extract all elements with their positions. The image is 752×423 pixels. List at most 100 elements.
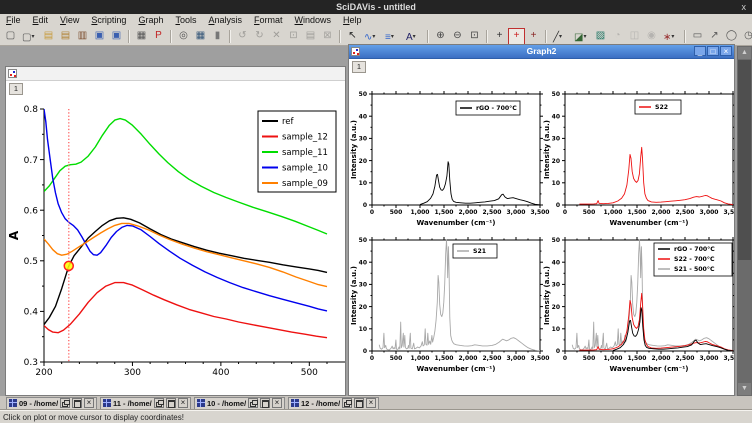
- svg-text:1,000: 1,000: [604, 209, 623, 216]
- graph2-minimize-icon[interactable]: _: [694, 46, 706, 56]
- minimized-window[interactable]: 12 - /home/...×: [288, 397, 379, 410]
- add-arrow-icon[interactable]: ↗: [706, 28, 723, 45]
- save-project-icon[interactable]: ▣: [91, 28, 108, 45]
- scroll-down-icon[interactable]: ▼: [738, 383, 751, 395]
- workspace-vertical-scrollbar[interactable]: ▲ ▼: [737, 46, 752, 396]
- zoom-out-icon[interactable]: ⊖: [449, 28, 466, 45]
- menu-tools[interactable]: Tools: [169, 14, 202, 27]
- restore-icon[interactable]: [154, 398, 164, 408]
- maximize-icon[interactable]: [354, 398, 364, 408]
- svg-text:0: 0: [363, 202, 367, 209]
- svg-text:0: 0: [370, 355, 374, 362]
- restore-icon[interactable]: [60, 398, 70, 408]
- svg-text:3,000: 3,000: [507, 209, 526, 216]
- menu-analysis[interactable]: Analysis: [202, 14, 248, 27]
- data-reader-icon[interactable]: +: [508, 28, 525, 45]
- draw-line-dropdown-icon[interactable]: ╱▾: [550, 29, 571, 44]
- menu-file[interactable]: File: [0, 14, 27, 27]
- svg-text:0: 0: [563, 209, 567, 216]
- menu-view[interactable]: View: [54, 14, 85, 27]
- graph2-window-icon: [351, 47, 360, 56]
- raman-plots-canvas[interactable]: 05001,0001,5002,0002,5003,0003,500010203…: [349, 58, 734, 396]
- app-titlebar: SciDAVis - untitled x: [0, 0, 752, 14]
- find-window-icon[interactable]: ◎: [175, 28, 192, 45]
- graph2-maximize-icon[interactable]: □: [707, 46, 719, 56]
- svg-text:3,500: 3,500: [724, 355, 734, 362]
- graph2-window-controls: _□×: [694, 46, 732, 56]
- import-ascii-icon[interactable]: ▥: [74, 28, 91, 45]
- plot-colormap-dropdown-icon[interactable]: ◪▾: [571, 29, 592, 44]
- scroll-up-icon[interactable]: ▲: [738, 47, 751, 59]
- redo-icon: ↻: [251, 28, 268, 45]
- maximize-icon[interactable]: [260, 398, 270, 408]
- open-project-icon[interactable]: ▤: [40, 28, 57, 45]
- menu-format[interactable]: Format: [248, 14, 289, 27]
- plot-window-icon: [9, 399, 17, 407]
- svg-text:20: 20: [359, 304, 367, 311]
- uvvis-plot-canvas[interactable]: 2003004005000.30.40.50.60.70.8Arefsample…: [6, 80, 345, 396]
- close-icon[interactable]: ×: [366, 398, 376, 408]
- svg-text:20: 20: [552, 158, 560, 165]
- minimized-window[interactable]: 11 - /home/...×: [100, 397, 191, 410]
- menu-graph[interactable]: Graph: [132, 14, 169, 27]
- graph2-close-icon[interactable]: ×: [720, 46, 732, 56]
- lock-toolbars-icon[interactable]: ▮: [209, 28, 226, 45]
- menubar: FileEditViewScriptingGraphToolsAnalysisF…: [0, 14, 752, 27]
- new-legend-icon[interactable]: ▭: [689, 28, 706, 45]
- new-aspect-dropdown-icon[interactable]: ▢▾: [19, 29, 40, 44]
- svg-text:S22 - 700°C: S22 - 700°C: [674, 255, 715, 263]
- svg-text:10: 10: [552, 326, 560, 333]
- maximize-icon[interactable]: [72, 398, 82, 408]
- svg-text:10: 10: [552, 180, 560, 187]
- close-icon[interactable]: ×: [84, 398, 94, 408]
- svg-text:S22: S22: [655, 104, 668, 111]
- select-cursor-icon[interactable]: +: [491, 28, 508, 45]
- add-ellipse-icon[interactable]: ◯: [723, 28, 740, 45]
- save-template-icon[interactable]: ▣: [108, 28, 125, 45]
- menu-help[interactable]: Help: [337, 14, 368, 27]
- minimized-window[interactable]: 09 - /home/...×: [6, 397, 97, 410]
- add-image-icon[interactable]: ▨: [592, 28, 609, 45]
- minimized-window[interactable]: 10 - /home/...×: [194, 397, 285, 410]
- scrollbar-thumb[interactable]: [738, 60, 751, 260]
- menu-windows[interactable]: Windows: [289, 14, 338, 27]
- export-pdf-icon[interactable]: P: [150, 28, 167, 45]
- open-template-icon[interactable]: ▤: [57, 28, 74, 45]
- restore-icon[interactable]: [342, 398, 352, 408]
- plot-window-icon: [291, 399, 299, 407]
- select-data-range-icon[interactable]: +: [525, 28, 542, 45]
- svg-text:50: 50: [552, 91, 560, 98]
- app-close-icon[interactable]: x: [742, 0, 747, 14]
- svg-text:1,500: 1,500: [628, 355, 647, 362]
- print-icon[interactable]: ▦: [133, 28, 150, 45]
- add-text-dropdown-icon[interactable]: A▾: [403, 29, 424, 44]
- close-icon[interactable]: ×: [178, 398, 188, 408]
- new-project-icon[interactable]: ▢: [2, 28, 19, 45]
- uvvis-window-titlebar[interactable]: [6, 67, 345, 81]
- svg-text:40: 40: [552, 113, 560, 120]
- zoom-in-icon[interactable]: ⊕: [432, 28, 449, 45]
- add-timestamp-icon[interactable]: ◷: [740, 28, 752, 45]
- project-explorer-icon[interactable]: ▦: [192, 28, 209, 45]
- plot-statistics-dropdown-icon[interactable]: ≡▾: [382, 29, 403, 44]
- copy-icon: ⊡: [285, 28, 302, 45]
- menu-edit[interactable]: Edit: [27, 14, 55, 27]
- pointer-icon[interactable]: ↖: [344, 28, 361, 45]
- svg-text:0.6: 0.6: [24, 206, 39, 216]
- svg-text:Intensity (a.u.): Intensity (a.u.): [543, 266, 551, 325]
- svg-text:0: 0: [370, 209, 374, 216]
- maximize-icon[interactable]: [166, 398, 176, 408]
- svg-text:0: 0: [556, 202, 560, 209]
- plot-curve-dropdown-icon[interactable]: ∿▾: [361, 29, 382, 44]
- graph2-titlebar[interactable]: Graph2 _□×: [349, 45, 734, 59]
- svg-text:500: 500: [390, 355, 403, 362]
- menu-scripting[interactable]: Scripting: [85, 14, 132, 27]
- plot-wizard-dropdown-icon[interactable]: ∗▾: [660, 29, 681, 44]
- app-title: SciDAVis - untitled: [336, 2, 416, 12]
- svg-text:500: 500: [583, 355, 596, 362]
- restore-icon[interactable]: [248, 398, 258, 408]
- close-icon[interactable]: ×: [272, 398, 282, 408]
- svg-text:2,500: 2,500: [483, 209, 502, 216]
- rescale-to-full-scale-icon[interactable]: ⊡: [466, 28, 483, 45]
- svg-text:sample_12: sample_12: [282, 133, 328, 143]
